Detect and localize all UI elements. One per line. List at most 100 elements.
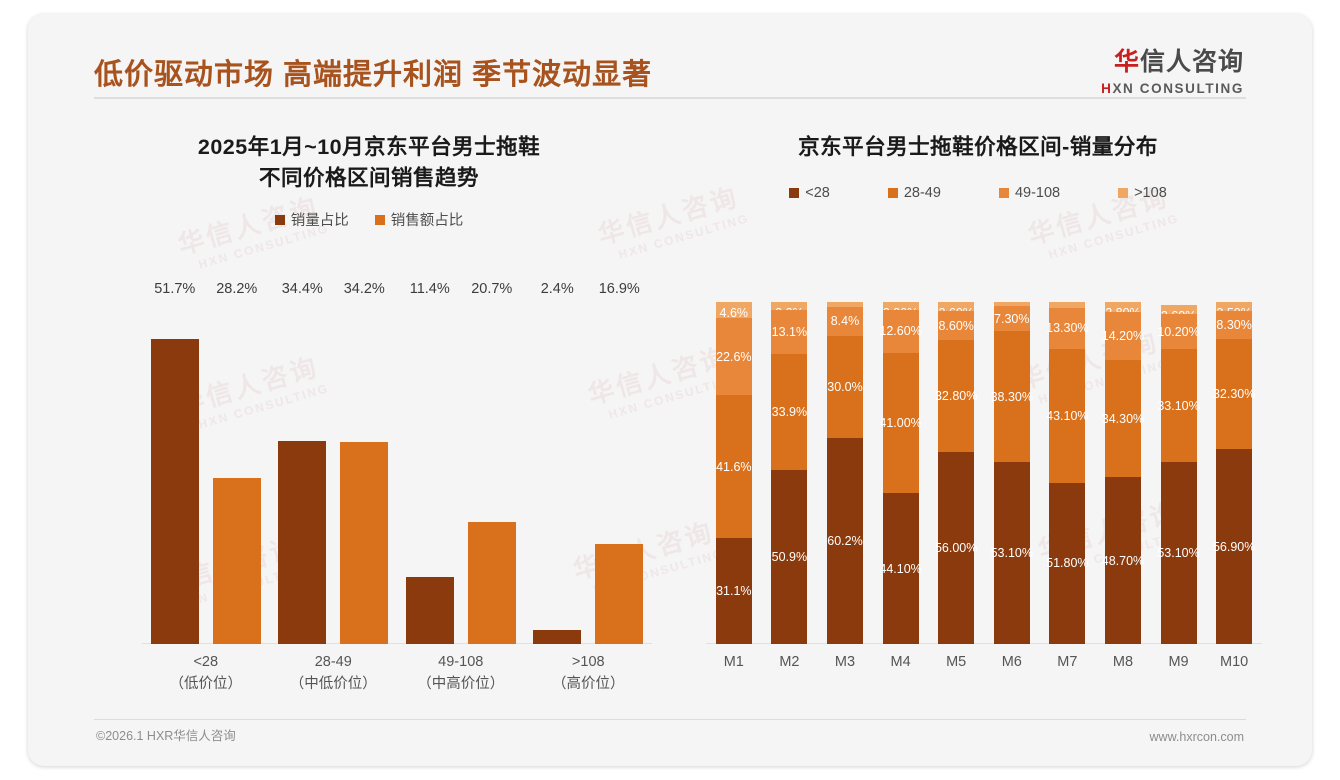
stack-segment[interactable]: 48.70%: [1102, 477, 1144, 644]
left-chart-title-line2: 不同价格区间销售趋势: [258, 165, 479, 190]
bar-group: 11.4% 20.7%: [397, 281, 525, 644]
bar-column[interactable]: 2.4%: [533, 281, 582, 644]
stack-segment-label: 13.30%: [1046, 321, 1089, 336]
right-chart-plot: 4.6%22.6%41.6%31.1%2.2%13.1%33.9%50.9%1.…: [706, 302, 1262, 702]
stack-segment[interactable]: 8.30%: [1216, 310, 1253, 339]
stacked-bar: 2.50%8.30% 32.30% 56.90%: [1213, 302, 1255, 644]
stack-segment[interactable]: 34.30%: [1102, 360, 1144, 478]
stacked-bar-column[interactable]: 1.80%13.30%43.10%51.80%: [1040, 302, 1096, 644]
stacked-bar-column[interactable]: 2.2% 13.1% 33.9% 50.9%: [762, 302, 818, 644]
logo-cn-rest: 信人咨询: [1139, 48, 1244, 76]
x-tick-secondary: （低价位）: [169, 675, 243, 692]
stack-segment[interactable]: 13.1%: [771, 309, 808, 355]
bar[interactable]: 16.9%: [595, 281, 644, 644]
bar[interactable]: 28.2%: [212, 281, 261, 644]
legend-item-28-49[interactable]: 28-49: [887, 185, 941, 201]
bar[interactable]: 2.4%: [533, 281, 582, 644]
stack-segment[interactable]: 44.10%: [879, 493, 922, 644]
stack-segment[interactable]: 2.30%: [882, 302, 919, 320]
stack-segment[interactable]: 32.80%: [935, 340, 977, 453]
stack-segment[interactable]: 43.10%: [1046, 348, 1089, 483]
stack-segment[interactable]: 13.30%: [1046, 307, 1089, 349]
stack-segment[interactable]: 41.6%: [715, 395, 752, 538]
stacked-bar-column[interactable]: 1.5%8.4%30.0%60.2%: [817, 302, 873, 644]
stacked-bar: 1.5%8.4%30.0%60.2%: [826, 302, 863, 644]
stack-segment-label: 41.00%: [879, 416, 922, 431]
stack-segment[interactable]: 50.9%: [771, 470, 808, 644]
bar-column[interactable]: 28.2%: [212, 281, 261, 644]
stack-segment-label: 44.10%: [879, 561, 922, 576]
legend-item->108[interactable]: >108: [1118, 185, 1167, 201]
bar-column[interactable]: 16.9%: [595, 281, 644, 644]
stack-segment[interactable]: 14.20%: [1101, 311, 1145, 361]
left-chart-title: 2025年1月~10月京东平台男士拖鞋 不同价格区间销售趋势: [64, 132, 674, 193]
stack-segment[interactable]: 31.1%: [715, 537, 752, 644]
stacked-bar-column[interactable]: 2.60%8.60% 32.80% 56.00%: [928, 302, 984, 644]
stack-segment[interactable]: 53.10%: [1157, 462, 1200, 644]
stacked-bar-column[interactable]: 2.50%8.30% 32.30% 56.90%: [1206, 302, 1262, 644]
footer-website[interactable]: www.hxrcon.com: [1149, 730, 1244, 744]
stack-segment-label: 8.4%: [830, 314, 860, 329]
stacked-bar: 2.60%8.60% 32.80% 56.00%: [935, 302, 977, 644]
bar-column[interactable]: 20.7%: [467, 281, 516, 644]
left-chart-legend: 销量占比 销售额占比: [64, 209, 674, 230]
bar[interactable]: 34.2%: [340, 281, 389, 644]
bar-column[interactable]: 51.7%: [150, 281, 199, 644]
stack-segment[interactable]: 2.2%: [771, 302, 808, 320]
bar-value-label: 11.4%: [409, 281, 450, 297]
stack-segment[interactable]: 51.80%: [1046, 482, 1089, 644]
stack-segment[interactable]: 33.9%: [771, 354, 808, 471]
legend-item-<28[interactable]: <28: [789, 185, 830, 201]
stack-segment[interactable]: 8.60%: [938, 310, 975, 341]
legend-swatch-icon: [274, 214, 285, 225]
bar[interactable]: 20.7%: [467, 281, 516, 644]
stack-segment[interactable]: 60.2%: [826, 438, 863, 644]
logo-accent-char: 华: [1113, 48, 1140, 76]
bar-column[interactable]: 34.2%: [340, 281, 389, 644]
x-axis-tick-label: M2: [779, 654, 800, 670]
stacked-bar-column[interactable]: 2.60%10.20% 33.10% 53.10%: [1151, 302, 1207, 644]
stack-segment[interactable]: 7.30%: [993, 306, 1030, 332]
stack-segment-label: 14.20%: [1101, 328, 1145, 343]
stack-segment[interactable]: 56.00%: [935, 452, 977, 644]
bar[interactable]: 51.7%: [150, 281, 199, 644]
stack-segment-label: 12.60%: [879, 324, 922, 339]
bar-column[interactable]: 11.4%: [405, 281, 454, 644]
stack-segment[interactable]: 56.90%: [1213, 449, 1255, 644]
stack-segment-label: 33.10%: [1157, 398, 1200, 413]
stack-segment[interactable]: 10.20%: [1157, 314, 1200, 350]
legend-item-49-108[interactable]: 49-108: [998, 185, 1060, 201]
stack-segment[interactable]: 33.10%: [1157, 349, 1200, 463]
legend-item-sales-volume[interactable]: 销量占比: [274, 209, 349, 230]
bar-group: 51.7% 28.2%: [142, 281, 270, 644]
bar[interactable]: 11.4%: [405, 281, 454, 644]
x-axis-tick-label: 28-49 （中低价位）: [270, 644, 398, 702]
stack-segment[interactable]: 4.6%: [715, 302, 752, 320]
x-axis-tick-label: M5: [946, 654, 967, 670]
stack-segment[interactable]: 38.30%: [991, 331, 1033, 463]
stacked-bar-column[interactable]: 1.30%7.30%38.30%53.10%: [984, 302, 1040, 644]
bar[interactable]: 34.4%: [278, 281, 327, 644]
stack-segment[interactable]: 32.30%: [1213, 338, 1255, 450]
stack-segment[interactable]: 2.50%: [1216, 302, 1253, 320]
stacked-bar-column[interactable]: 2.30% 12.60% 41.00% 44.10%: [873, 302, 929, 644]
stack-segment[interactable]: 30.0%: [826, 335, 863, 439]
stack-segment[interactable]: 41.00%: [879, 352, 922, 494]
stacked-bar-column[interactable]: 2.80% 14.20% 34.30% 48.70%: [1095, 302, 1151, 644]
x-tick-primary: 28-49: [314, 654, 352, 670]
stack-segment[interactable]: 8.4%: [826, 307, 863, 336]
x-tick-secondary: （中高价位）: [417, 675, 505, 692]
stack-segment[interactable]: 2.60%: [938, 302, 975, 320]
stack-segment[interactable]: 2.80%: [1104, 302, 1141, 320]
left-chart-title-line1: 2025年1月~10月京东平台男士拖鞋: [197, 135, 541, 159]
stack-segment[interactable]: 2.60%: [1160, 305, 1197, 323]
bar-value-label: 2.4%: [540, 281, 574, 297]
legend-item-sales-amount[interactable]: 销售额占比: [374, 209, 463, 230]
stacked-bar-column[interactable]: 4.6% 22.6% 41.6% 31.1%: [706, 302, 762, 644]
bar-value-label: 28.2%: [216, 281, 258, 297]
stack-segment[interactable]: 53.10%: [991, 462, 1033, 644]
stack-segment[interactable]: 22.6%: [715, 318, 752, 396]
stack-segment[interactable]: 12.60%: [879, 309, 922, 353]
bar-column[interactable]: 34.4%: [278, 281, 327, 644]
